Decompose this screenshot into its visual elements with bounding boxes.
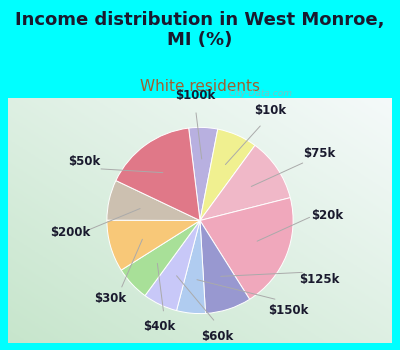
Wedge shape (200, 198, 293, 299)
Wedge shape (145, 220, 200, 310)
Wedge shape (176, 220, 206, 314)
Text: White residents: White residents (140, 79, 260, 94)
Wedge shape (107, 181, 200, 220)
Text: $20k: $20k (311, 209, 344, 222)
Text: City-Data.com: City-Data.com (229, 89, 293, 98)
Text: $60k: $60k (202, 330, 234, 343)
Text: $100k: $100k (175, 89, 215, 101)
Text: $150k: $150k (268, 304, 308, 317)
Text: $40k: $40k (143, 320, 175, 333)
Wedge shape (200, 220, 250, 314)
Text: $30k: $30k (94, 292, 126, 306)
Text: $200k: $200k (50, 226, 91, 239)
Text: $75k: $75k (304, 147, 336, 160)
Text: Income distribution in West Monroe,
MI (%): Income distribution in West Monroe, MI (… (15, 10, 385, 49)
Wedge shape (121, 220, 200, 296)
Wedge shape (200, 145, 290, 220)
Wedge shape (107, 220, 200, 270)
Wedge shape (189, 127, 218, 220)
Text: $50k: $50k (68, 155, 100, 168)
Wedge shape (116, 128, 200, 220)
Text: $125k: $125k (299, 273, 340, 286)
Wedge shape (200, 129, 255, 220)
Text: $10k: $10k (254, 104, 287, 117)
